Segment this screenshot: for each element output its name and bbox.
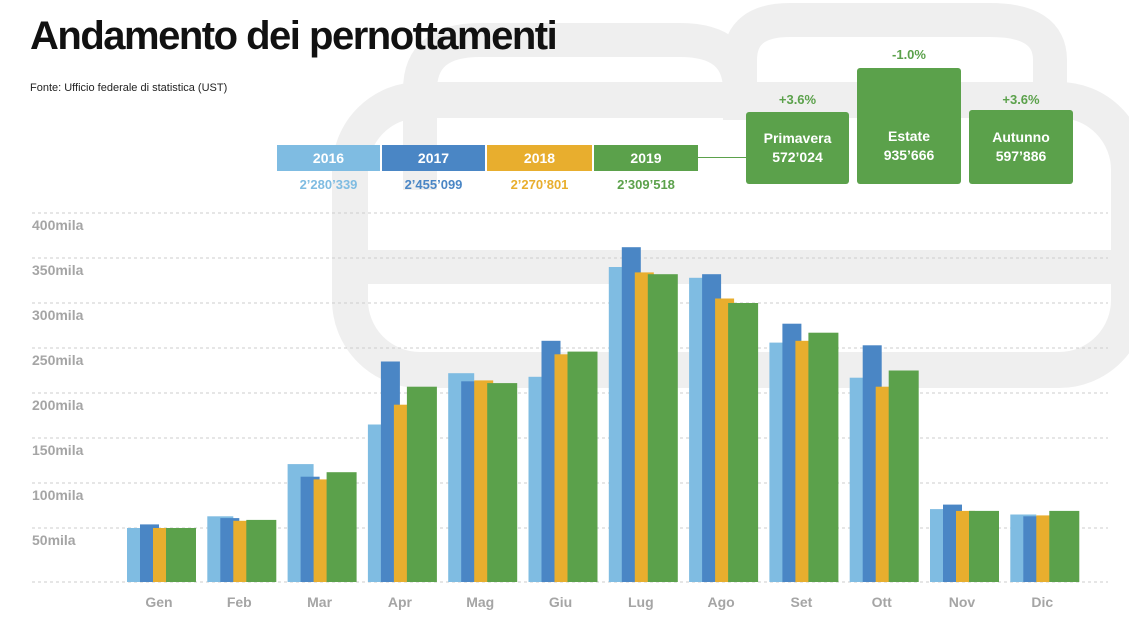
legend-2017-label: 2017 xyxy=(417,150,450,166)
season-primavera-box: Primavera 572’024 xyxy=(746,112,849,184)
season-estate-value: 935’666 xyxy=(883,147,935,163)
bar-2019-feb xyxy=(246,519,277,582)
bar-2019-lug xyxy=(647,274,678,582)
x-tick-label: Set xyxy=(791,594,813,610)
bar-2019-ott xyxy=(888,370,919,582)
x-tick-label: Ago xyxy=(707,594,734,610)
legend-2017-box: 2017 xyxy=(382,145,485,171)
legend-2019-total: 2’309’518 xyxy=(617,177,675,192)
y-tick-label: 400mila xyxy=(32,217,84,233)
y-tick-label: 150mila xyxy=(32,442,84,458)
bar-2019-mar xyxy=(326,472,357,582)
legend-2018-label: 2018 xyxy=(523,150,556,166)
x-tick-label: Mag xyxy=(466,594,494,610)
x-tick-label: Apr xyxy=(388,594,413,610)
y-tick-label: 300mila xyxy=(32,307,84,323)
season-primavera-value: 572’024 xyxy=(772,149,823,165)
bar-2019-gen xyxy=(166,528,196,582)
x-tick-label: Gen xyxy=(145,594,172,610)
season-autunno-box: Autunno 597’886 xyxy=(969,110,1073,184)
x-tick-label: Giu xyxy=(549,594,572,610)
x-tick-label: Feb xyxy=(227,594,252,610)
x-tick-label: Dic xyxy=(1031,594,1053,610)
y-tick-label: 250mila xyxy=(32,352,84,368)
bar-2019-dic xyxy=(1049,510,1080,582)
x-tick-label: Lug xyxy=(628,594,654,610)
y-tick-label: 200mila xyxy=(32,397,84,413)
x-tick-label: Nov xyxy=(949,594,976,610)
season-primavera-name: Primavera xyxy=(763,130,832,146)
legend-2017-total: 2’455’099 xyxy=(404,177,463,192)
y-tick-label: 350mila xyxy=(32,262,84,278)
season-primavera-change: +3.6% xyxy=(778,92,817,107)
legend-connector-line xyxy=(698,157,746,158)
season-autunno-change: +3.6% xyxy=(1002,92,1040,107)
x-tick-label: Mar xyxy=(307,594,332,610)
legend-2016-total: 2’280’339 xyxy=(299,177,358,192)
bar-2019-mag xyxy=(487,383,518,582)
legend-2019-label: 2019 xyxy=(630,150,662,166)
legend-2019-box: 2019 xyxy=(594,145,698,171)
season-estate-box: Estate 935’666 xyxy=(857,68,961,184)
source-note: Fonte: Ufficio federale di statistica (U… xyxy=(30,82,228,94)
legend-2018-box: 2018 xyxy=(487,145,592,171)
bar-2019-ago xyxy=(728,303,759,582)
bar-2019-giu xyxy=(567,351,598,582)
legend-2016-box: 2016 xyxy=(277,145,380,171)
season-autunno-value: 597’886 xyxy=(995,148,1047,164)
y-tick-label: 50mila xyxy=(32,532,76,548)
season-estate-name: Estate xyxy=(887,128,931,144)
legend-2018-total: 2’270’801 xyxy=(510,177,569,192)
bar-2019-nov xyxy=(969,510,999,582)
bar-2019-set xyxy=(808,332,839,582)
y-tick-label: 100mila xyxy=(32,487,84,503)
x-tick-label: Ott xyxy=(872,594,893,610)
legend-2016-label: 2016 xyxy=(312,150,345,166)
season-autunno-name: Autunno xyxy=(992,129,1050,145)
page-title: Andamento dei pernottamenti xyxy=(30,14,558,58)
bar-2019-apr xyxy=(406,386,437,582)
season-estate-change: -1.0% xyxy=(892,47,926,62)
